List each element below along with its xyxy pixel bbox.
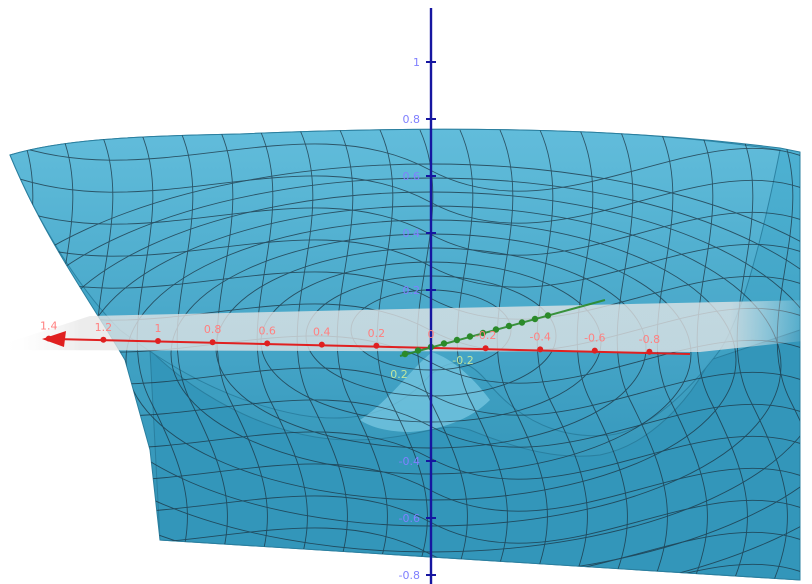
mesh-line [736,129,788,580]
y-axis-tick [414,347,422,354]
y-axis-tick [479,329,487,337]
y-axis-ticks [401,312,552,358]
x-axis-tick [209,339,216,346]
y-axis-tick [466,333,474,340]
mesh-line [656,129,708,580]
x-axis-tick [45,335,52,342]
x-axis-tick [318,341,325,348]
x-axis-tick [591,347,598,354]
y-axis-tick [440,340,448,347]
x-axis-tick [646,348,653,355]
mesh-line [776,129,800,580]
mesh-line [576,129,628,580]
y-axis-tick [453,336,461,344]
mesh-line [176,129,228,580]
y-axis-tick [492,326,500,333]
x-axis-tick [155,338,161,344]
mesh-line [456,129,508,580]
mesh-line [10,129,28,580]
y-axis-tick [544,312,552,319]
mesh-line [336,129,388,580]
mesh-line [216,129,268,580]
x-axis-tick [373,342,380,349]
z-axis-ticks [426,61,436,576]
y-axis-tick [505,322,513,330]
x-axis-tick [482,345,489,352]
x-axis-arrow [42,331,66,347]
mesh-line [256,129,308,580]
mesh-line [616,129,668,580]
y-axis-tick [518,319,526,326]
mesh-line [536,129,588,580]
surface-central-bump [360,352,490,432]
x-axis-tick [537,346,544,353]
x-axis-tick [264,340,271,347]
mesh-line [496,129,548,580]
mesh-line [136,129,188,580]
x-axis-tick [100,336,107,343]
y-axis-tick [401,350,409,358]
surface-front-wall [149,329,801,581]
mesh-line [296,129,348,580]
xy-plane [0,300,812,352]
mesh-line [376,129,428,580]
y-axis-tick [531,315,539,323]
mesh-line [696,129,748,580]
